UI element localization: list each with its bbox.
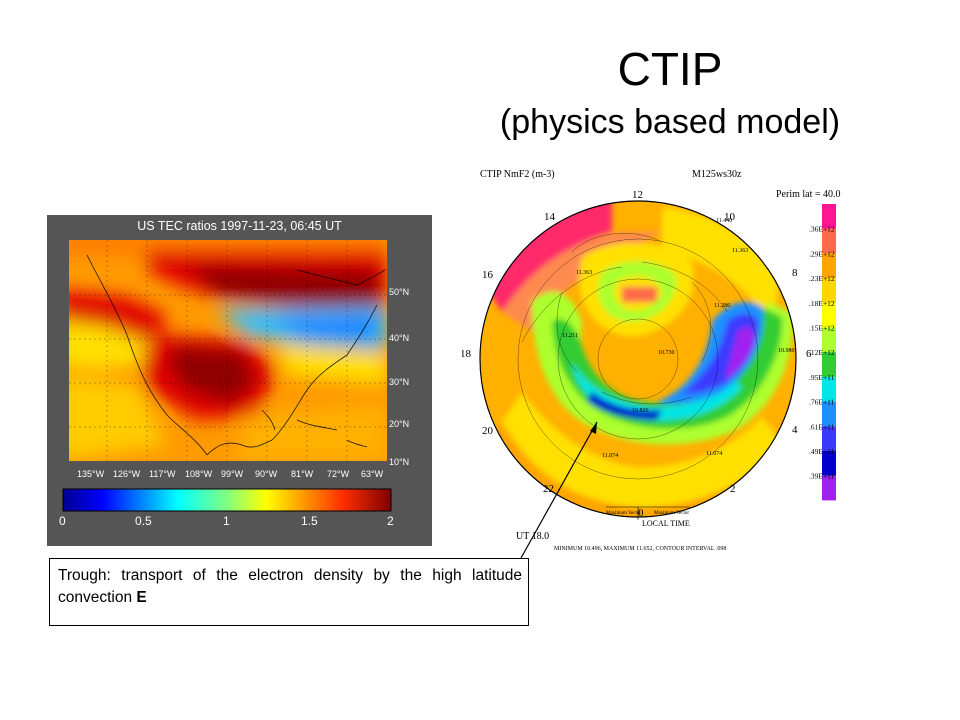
colorbar-label: 1 xyxy=(223,514,230,528)
tec-colorbar xyxy=(62,488,392,512)
contour-label: 11.074 xyxy=(706,451,722,457)
lat-label: 40°N xyxy=(389,333,409,343)
vector-label: Maximum Vector xyxy=(606,511,641,516)
legend-value: .95E+11 xyxy=(809,373,835,382)
contour-label: 11.363 xyxy=(576,270,592,276)
contour-label: 11.363 xyxy=(732,248,748,254)
colorbar-label: 2 xyxy=(387,514,394,528)
perim-lat: Perim lat = 40.0 xyxy=(776,189,841,200)
ctip-polar-plot: CTIP NmF2 (m-3) M125ws30z Perim lat = 40… xyxy=(460,162,857,557)
legend-swatch xyxy=(822,302,836,328)
legend-value: .76E+11 xyxy=(809,398,835,407)
lt-label: 18 xyxy=(462,348,472,360)
lt-label: 16 xyxy=(482,269,494,281)
legend-value: .61E+11 xyxy=(809,422,835,431)
lt-label: 14 xyxy=(544,211,556,223)
legend-value: .29E+12 xyxy=(809,249,835,258)
trough-callout: Trough: transport of the electron densit… xyxy=(49,558,529,626)
lon-label: 63°W xyxy=(361,469,384,479)
tec-map-svg: 50°N 40°N 30°N 20°N 10°N 135°W 126°W 117… xyxy=(59,240,409,528)
contour-label: 11.074 xyxy=(602,453,618,459)
legend-value: .39E+11 xyxy=(809,472,835,481)
lon-label: 126°W xyxy=(113,469,141,479)
lt-label: 20 xyxy=(482,425,494,437)
slide-subtitle: (physics based model) xyxy=(499,103,841,141)
legend-value: .12E+12 xyxy=(809,348,835,357)
legend-swatch xyxy=(822,451,836,476)
legend-swatch xyxy=(822,204,836,229)
legend-value: .23E+12 xyxy=(809,274,835,283)
contour-label: 10.826 xyxy=(632,408,649,414)
lat-label: 50°N xyxy=(389,287,409,297)
ctip-header-right: M125ws30z xyxy=(692,169,742,180)
callout-bold: E xyxy=(136,589,147,606)
legend-swatch xyxy=(822,352,836,377)
contour-label: 11.211 xyxy=(562,333,578,339)
lt-label: 6 xyxy=(806,348,812,360)
lon-label: 108°W xyxy=(185,469,213,479)
legend-swatch xyxy=(822,475,836,501)
legend-value: .49E+11 xyxy=(809,447,835,456)
ctip-footer: MINIMUM 10.496, MAXIMUM 11.652, CONTOUR … xyxy=(554,546,726,552)
lt-label: 22 xyxy=(543,483,554,495)
tec-map-title: US TEC ratios 1997-11-23, 06:45 UT xyxy=(137,219,342,233)
lon-label: 99°W xyxy=(221,469,244,479)
colorbar-label: 0 xyxy=(59,514,66,528)
vector-label: Maximum Vector xyxy=(654,511,689,516)
lat-label: 10°N xyxy=(389,457,409,467)
lat-label: 20°N xyxy=(389,419,409,429)
legend-swatch xyxy=(822,401,836,427)
lat-label: 30°N xyxy=(389,377,409,387)
colorbar-label: 1.5 xyxy=(301,514,318,528)
legend-swatch xyxy=(822,327,836,353)
ctip-header-left: CTIP NmF2 (m-3) xyxy=(480,169,555,180)
legend-swatch xyxy=(822,376,836,402)
lt-label: 8 xyxy=(792,267,798,279)
ut-label: UT 18.0 xyxy=(516,531,549,542)
legend-swatch xyxy=(822,426,836,451)
lt-label: 4 xyxy=(792,424,798,436)
legend-swatch xyxy=(822,253,836,279)
slide-title: CTIP xyxy=(617,43,723,95)
legend-swatch xyxy=(822,228,836,254)
local-time-axis: LOCAL TIME xyxy=(642,519,690,528)
legend-value: .18E+12 xyxy=(809,299,835,308)
lt-label: 2 xyxy=(730,483,736,495)
lt-label: 10 xyxy=(724,211,736,223)
contour-label: 10.730 xyxy=(658,350,675,356)
legend-swatch xyxy=(822,278,836,303)
contour-label: 10.980 xyxy=(778,348,795,354)
contour-label: 11.440 xyxy=(716,218,732,224)
tec-ratio-map: US TEC ratios 1997-11-23, 06:45 UT xyxy=(47,215,432,546)
lon-label: 72°W xyxy=(327,469,350,479)
ctip-svg: CTIP NmF2 (m-3) M125ws30z Perim lat = 40… xyxy=(460,169,841,552)
contour-label: 11.286 xyxy=(714,303,730,309)
lt-label: 0 xyxy=(638,507,644,519)
lon-label: 135°W xyxy=(77,469,105,479)
lon-label: 90°W xyxy=(255,469,278,479)
legend-value: .36E+12 xyxy=(809,225,835,234)
callout-text: Trough: transport of the electron densit… xyxy=(58,567,522,606)
ctip-legend: .36E+12 .29E+12 .23E+12 .18E+12 .15E+12 .12E+… xyxy=(809,204,836,501)
legend-value: .15E+12 xyxy=(809,324,835,333)
lt-label: 12 xyxy=(632,189,643,201)
colorbar-label: 0.5 xyxy=(135,514,152,528)
lon-label: 81°W xyxy=(291,469,314,479)
lon-label: 117°W xyxy=(149,469,176,479)
